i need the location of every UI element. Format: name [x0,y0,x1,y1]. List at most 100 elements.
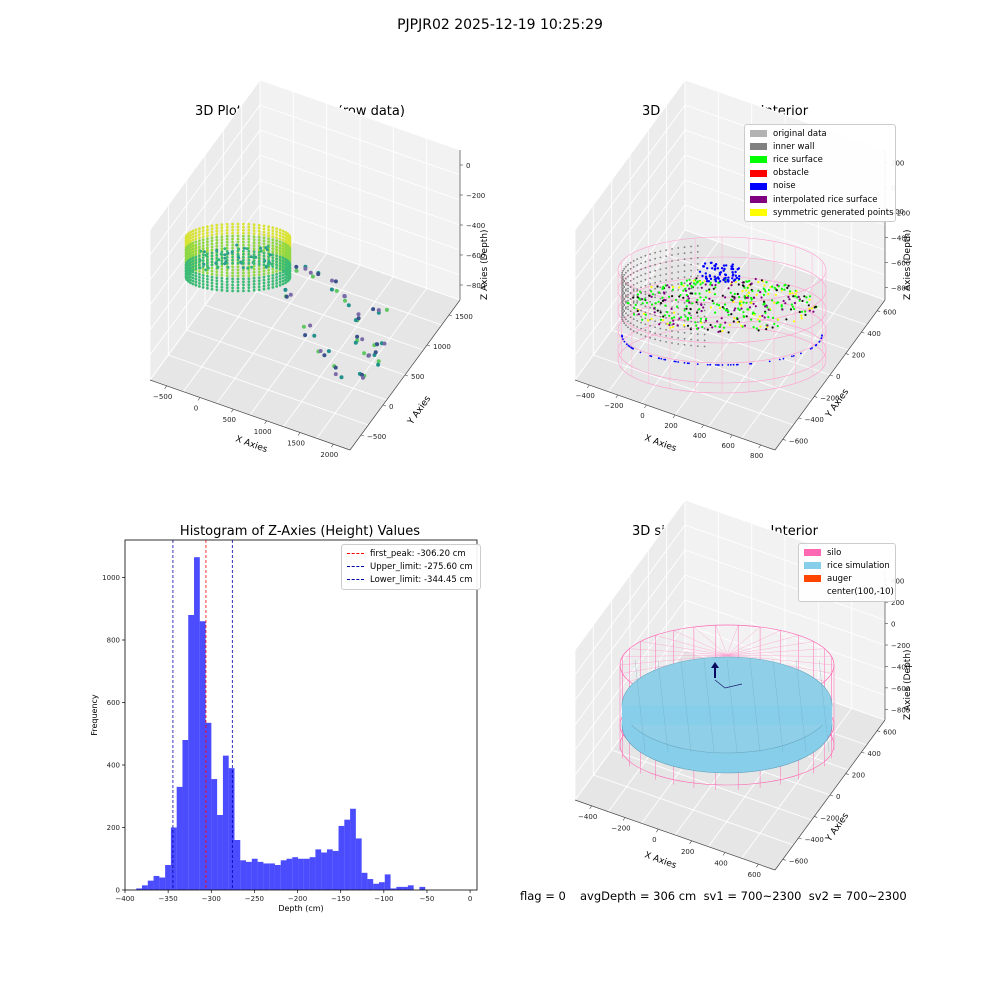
y-tick-label: 1000 [433,343,451,351]
histogram-bar [170,827,177,890]
data-point [257,226,261,230]
z-tick-label: 400 [891,578,904,586]
data-point [271,259,275,262]
classified-point [767,308,770,311]
data-point [247,234,251,238]
data-point [220,226,224,230]
legend-swatch [750,169,767,177]
classified-point [794,295,797,298]
noise-point [713,278,717,281]
classified-point [742,315,745,318]
data-point [371,307,376,312]
inner-wall-point [644,284,647,287]
classify-legend: original data inner wall rice surface ob… [744,124,896,223]
data-point [191,244,195,248]
noise-point [707,280,710,283]
data-point [373,350,378,355]
data-point [330,278,334,283]
inner-wall-point [654,320,656,323]
inner-wall-point [644,335,647,338]
data-point [267,286,270,290]
data-point [267,231,270,235]
classified-point [716,320,719,323]
data-point [187,265,190,269]
data-point [284,254,287,258]
classified-point [694,292,697,295]
classified-point [721,329,724,332]
data-point [236,234,240,238]
data-point [236,289,240,293]
noise-point [724,273,728,277]
data-point [220,279,224,283]
classified-point [775,302,778,305]
data-point [210,254,214,258]
data-point [281,250,285,254]
classified-point [689,328,692,331]
histogram-bar [309,857,316,890]
data-point [206,261,209,265]
data-point [201,259,205,262]
data-point [382,341,387,346]
classified-point [653,307,656,310]
inner-wall-point [621,292,623,294]
inner-wall-point [644,323,647,326]
data-point [275,276,278,279]
data-point [339,375,344,380]
inner-wall-point [636,290,639,292]
data-point [187,253,190,257]
grid-line [259,79,461,151]
classified-point [704,296,708,299]
data-point [215,256,219,260]
legend-swatch [750,143,767,151]
data-point [275,263,278,266]
data-point [189,239,192,243]
data-point [220,270,224,274]
inner-wall-point [683,319,686,322]
data-point [215,235,219,239]
data-point [194,240,198,244]
classified-point [661,296,664,299]
classified-point [750,301,753,305]
data-point [262,227,266,231]
data-point [231,274,235,278]
classified-point [688,278,691,281]
inner-wall-point [632,330,635,332]
classified-point [804,313,807,316]
inner-wall-point [690,332,692,335]
inner-wall-point [649,318,651,321]
data-point [271,247,275,251]
data-point [223,247,227,251]
classified-point [691,302,694,305]
inner-wall-point [649,259,651,262]
classified-point [760,279,764,282]
data-point [262,263,266,267]
data-point [271,256,275,259]
inner-wall-point [622,275,624,278]
data-point [220,288,224,292]
classified-point [680,316,683,319]
y-tick-label: 400 [867,330,880,338]
z-tick-label: −400 [891,235,910,243]
data-point [278,255,282,259]
data-point [284,239,287,243]
y-tick [798,837,802,840]
classified-point [669,326,672,329]
classified-point [682,296,685,299]
data-point [278,234,282,238]
y-tick [877,730,881,732]
classified-point [668,323,671,326]
noise-point [814,344,817,347]
x-tick-label: 0 [468,895,472,903]
data-point [278,264,282,268]
inner-wall-point [621,284,624,286]
inner-wall-point [621,304,623,306]
x-tick [689,840,692,844]
data-point [278,271,282,275]
classified-point [761,314,764,317]
inner-wall-point [621,274,623,276]
data-point [189,260,192,264]
classified-point [751,289,754,293]
data-point [275,239,278,243]
y-tick-label: 200 [852,352,865,360]
inner-wall-point [621,286,623,288]
